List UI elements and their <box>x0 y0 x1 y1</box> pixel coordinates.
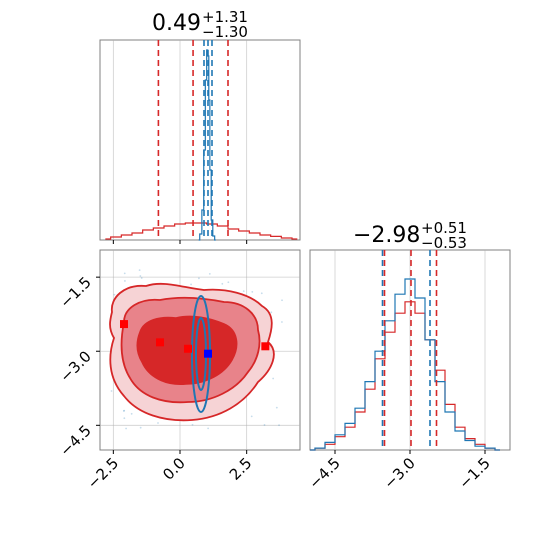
p2-sample-75 <box>124 280 126 282</box>
p2-sample-59 <box>260 292 263 295</box>
p2-sample-52 <box>113 293 116 296</box>
p2-sample-84 <box>191 423 194 426</box>
panel-param2-series <box>310 278 500 451</box>
panel-param2-ticks: −4.5 −3.0 −1.5 <box>305 450 494 493</box>
param1-title-plus: +1.31 <box>202 8 248 26</box>
p2-sample-69 <box>110 390 113 392</box>
panel-param2-hist: −4.5 −3.0 −1.5 −2.98 +0.51 −0.53 <box>305 219 511 493</box>
p2-sample-44 <box>157 422 159 424</box>
p3-xtick-label-0: −4.5 <box>305 454 343 492</box>
p2-red-marker-1 <box>156 338 164 347</box>
p2-sample-3 <box>123 409 126 412</box>
panel-param1-frame <box>99 39 301 241</box>
p3-xtick-label-2: −1.5 <box>455 454 493 492</box>
p2-ytick-label-0: −4.5 <box>56 421 94 459</box>
param2-title-value: −2.98 <box>353 223 420 248</box>
panel-param2-grid <box>334 250 486 450</box>
p2-blue-marker-0 <box>204 349 212 358</box>
p2-xtick-label-1: 0.0 <box>159 454 189 484</box>
p3-red-histogram <box>310 301 500 451</box>
p2-red-marker-2 <box>184 344 192 353</box>
p2-sample-21 <box>123 417 126 420</box>
p2-sample-16 <box>139 426 142 429</box>
p2-sample-38 <box>275 406 278 409</box>
panel-param1-ticks <box>112 240 248 244</box>
p2-sample-47 <box>125 427 127 430</box>
p2-sample-35 <box>242 290 245 292</box>
p2-sample-65 <box>138 269 141 272</box>
p2-sample-88 <box>207 427 210 430</box>
p2-sample-13 <box>281 299 283 302</box>
panel-param1-hist: 0.49 +1.31 −1.30 <box>99 8 301 244</box>
p1-red-histogram <box>105 222 298 240</box>
param2-title-plus: +0.51 <box>421 219 467 237</box>
p2-sample-30 <box>281 321 283 323</box>
p2-sample-83 <box>272 377 275 380</box>
p2-sample-40 <box>208 272 211 275</box>
p2-sample-51 <box>270 311 273 314</box>
p2-ytick-label-2: −1.5 <box>56 273 94 311</box>
p2-ytick-label-1: −3.0 <box>56 347 94 385</box>
p2-xtick-label-0: −2.5 <box>84 454 122 492</box>
p2-sample-74 <box>122 410 125 412</box>
p2-sample-56 <box>139 275 142 277</box>
panel-param1-quantiles <box>157 40 229 240</box>
param1-title-minus: −1.30 <box>202 23 248 41</box>
p2-sample-87 <box>250 415 253 418</box>
p2-sample-81 <box>130 412 133 415</box>
p3-xtick-label-1: −3.0 <box>380 454 418 492</box>
p2-sample-60 <box>198 277 200 280</box>
p2-xtick-label-2: 2.5 <box>226 454 256 484</box>
p2-sample-6 <box>227 281 230 284</box>
p2-sample-66 <box>221 282 224 285</box>
panel-param2-quantiles <box>381 250 438 450</box>
p3-blue-histogram <box>310 278 500 451</box>
panel-joint-2d: −2.5 0.0 2.5 −4.5 −3.0 −1.5 <box>56 249 301 493</box>
joint-markers <box>120 320 270 358</box>
p2-sample-57 <box>123 272 126 275</box>
panel-param1-grid <box>112 40 248 240</box>
p2-sample-37 <box>263 424 266 426</box>
p2-red-marker-0 <box>120 320 128 329</box>
p2-sample-10 <box>140 277 143 279</box>
p2-sample-11 <box>278 424 280 427</box>
param1-title-value: 0.49 <box>152 11 201 36</box>
p2-sample-64 <box>251 290 254 293</box>
p2-red-marker-3 <box>261 342 270 351</box>
param2-title-minus: −0.53 <box>421 234 467 252</box>
p2-sample-27 <box>190 283 192 286</box>
